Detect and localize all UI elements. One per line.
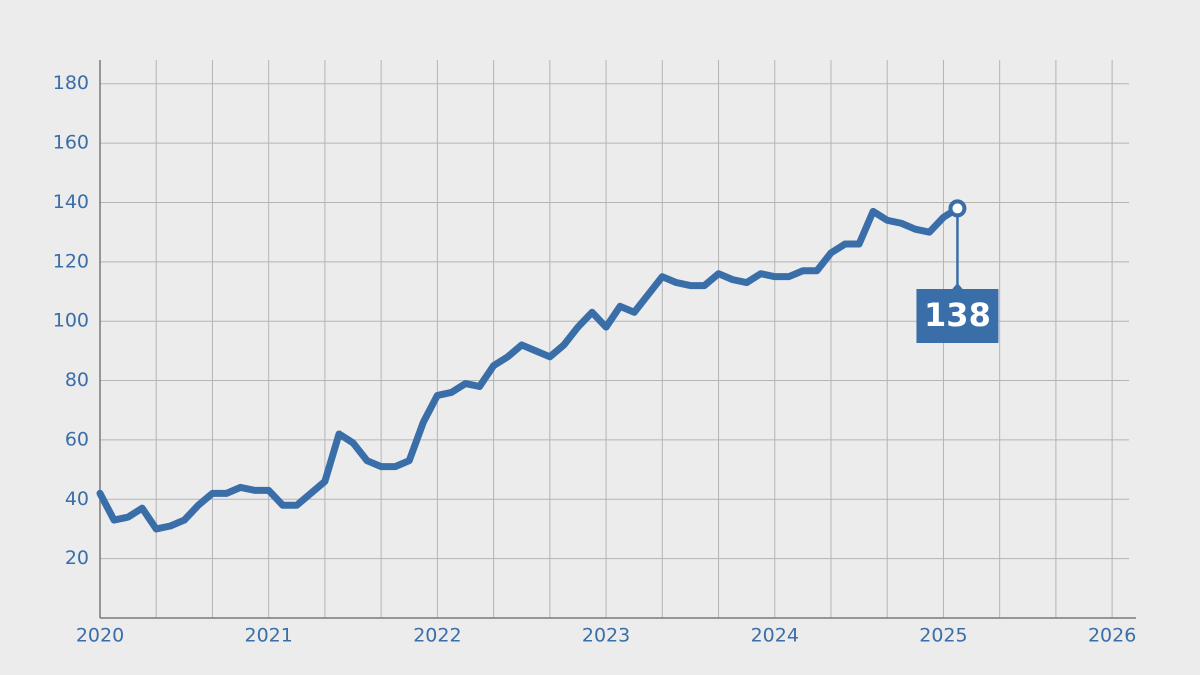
- y-tick-label: 120: [53, 250, 89, 272]
- x-tick-label: 2024: [751, 625, 799, 647]
- x-tick-label: 2026: [1088, 625, 1136, 647]
- x-tick-label: 2020: [76, 625, 124, 647]
- y-tick-label: 160: [53, 132, 89, 154]
- data-line: [96, 204, 961, 533]
- y-tick-label: 100: [53, 310, 89, 332]
- y-tick-label: 80: [65, 369, 89, 391]
- x-tick-label: 2021: [245, 625, 293, 647]
- annotation-box: [916, 289, 999, 343]
- x-tick-label: 2022: [413, 625, 461, 647]
- y-tick-label: 60: [65, 428, 89, 450]
- annotation-label: 138: [924, 296, 991, 334]
- y-tick-label: 40: [65, 488, 89, 510]
- y-tick-label: 140: [53, 191, 89, 213]
- x-tick-label: 2023: [582, 625, 630, 647]
- x-tick-label: 2025: [919, 625, 967, 647]
- y-tick-label: 20: [65, 547, 89, 569]
- annotation-pointer: [951, 283, 964, 290]
- end-marker: [948, 199, 967, 218]
- y-tick-label: 180: [53, 72, 89, 94]
